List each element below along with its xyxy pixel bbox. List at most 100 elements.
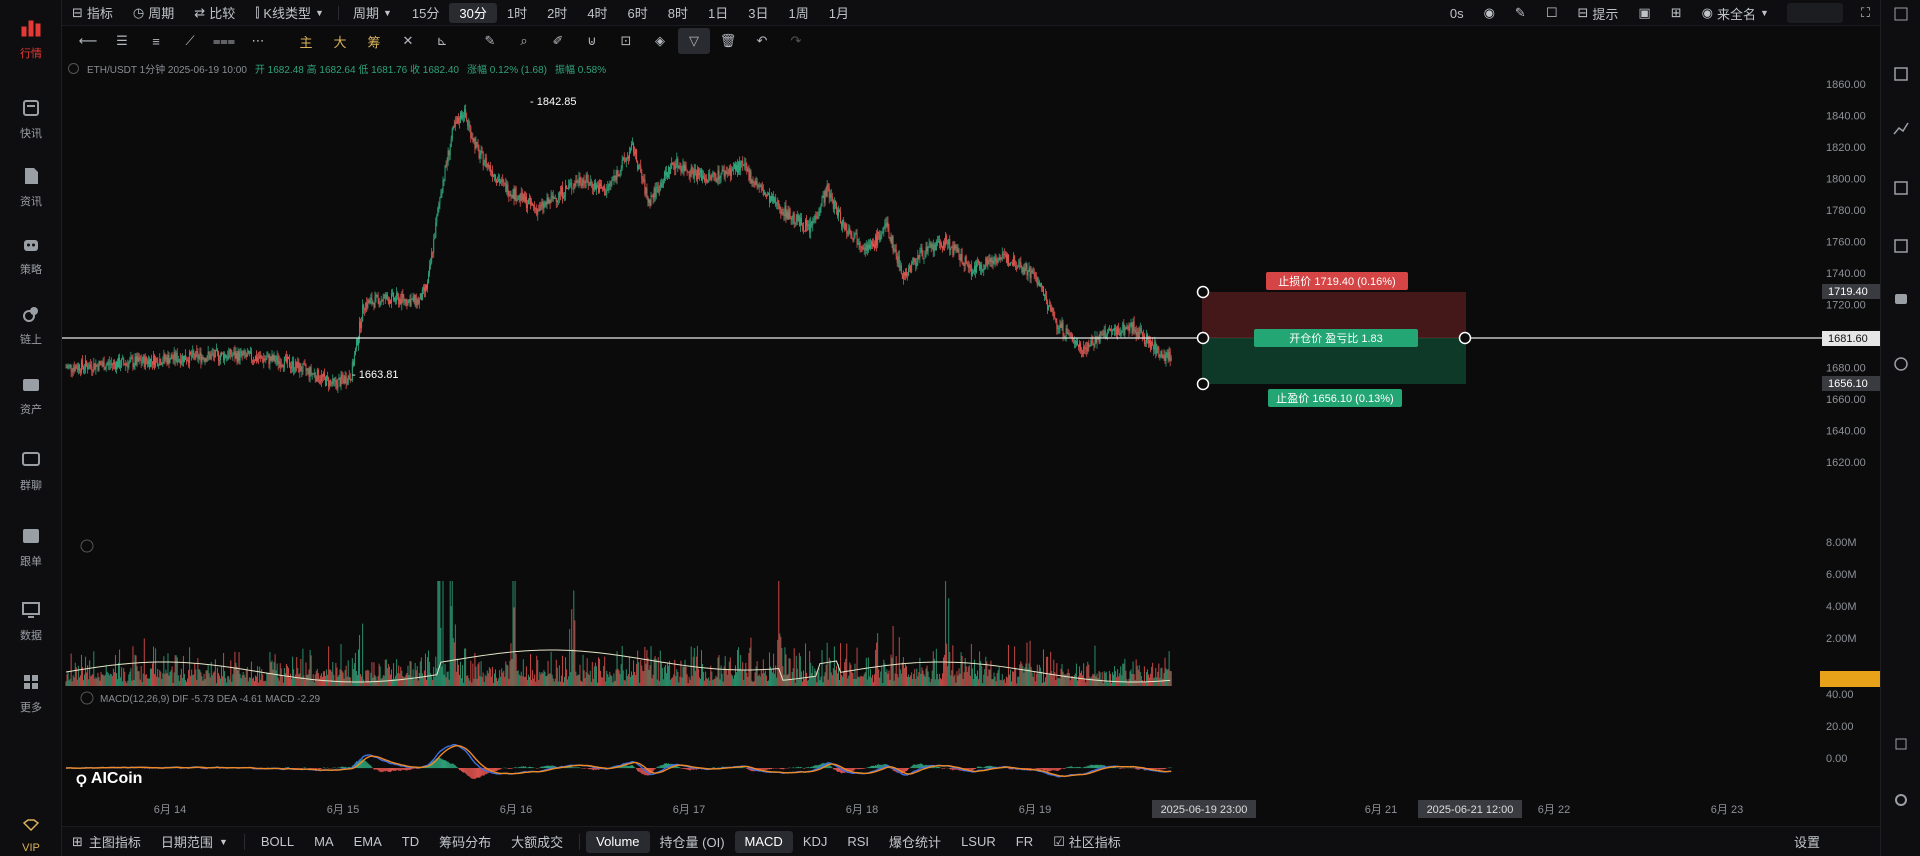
measure-icon[interactable]: ✕ bbox=[402, 33, 414, 48]
sub-lsur[interactable]: LSUR bbox=[961, 834, 996, 849]
topbar-indicator[interactable]: ⊟ 指标 bbox=[72, 4, 113, 22]
main-chart-button[interactable]: 主 bbox=[299, 34, 313, 50]
fullscreen-icon[interactable]: ⛶ bbox=[1860, 5, 1870, 20]
sub-kdj[interactable]: KDJ bbox=[802, 834, 828, 849]
indicator-boll[interactable]: BOLL bbox=[260, 834, 295, 849]
bottom-settings[interactable]: 设置 bbox=[1793, 835, 1820, 850]
topbar-kline-type[interactable]: ⫿ K线类型 ▼ bbox=[255, 4, 324, 22]
macd-settings-icon[interactable] bbox=[80, 691, 94, 705]
main-indicator-dropdown[interactable]: ⊞ 主图指标 bbox=[72, 833, 141, 851]
nav-item-copy[interactable]: 跟单 bbox=[0, 516, 62, 578]
settings-icon[interactable] bbox=[1889, 788, 1913, 812]
pen-icon[interactable]: ✎ bbox=[1514, 5, 1526, 20]
date-range-dropdown[interactable]: 日期范围 ▼ bbox=[160, 835, 228, 850]
indicator-big-trades[interactable]: 大额成交 bbox=[511, 835, 564, 850]
period-8h[interactable]: 8时 bbox=[667, 6, 689, 21]
volume-bar bbox=[817, 672, 819, 686]
period-4h[interactable]: 4时 bbox=[587, 6, 608, 21]
nav-item-chat[interactable]: 群聊 bbox=[0, 440, 62, 502]
camera-icon[interactable]: ◉ bbox=[1483, 5, 1495, 20]
volume-bar bbox=[752, 682, 754, 686]
chart-area[interactable]: ETH/USDT 1分钟 2025-06-19 10:00 开 1682.48 … bbox=[62, 56, 1880, 818]
volume-bar bbox=[354, 652, 356, 686]
trend-icon[interactable] bbox=[1889, 116, 1913, 140]
period-1h[interactable]: 1时 bbox=[506, 6, 528, 21]
list-icon[interactable] bbox=[1889, 176, 1913, 200]
ruler-icon[interactable]: ⊾ bbox=[436, 33, 448, 48]
volume-bar bbox=[1126, 679, 1128, 686]
brush-icon[interactable]: ✐ bbox=[552, 33, 564, 48]
topbar-compare[interactable]: ⇄ 比较 bbox=[194, 4, 236, 22]
big-order-button[interactable]: 大 bbox=[333, 34, 347, 50]
settings-icon[interactable] bbox=[68, 62, 79, 74]
width-handle[interactable] bbox=[1458, 331, 1472, 345]
lock-icon[interactable]: ⊡ bbox=[620, 33, 632, 48]
sub-volume[interactable]: Volume bbox=[586, 830, 650, 853]
image-icon[interactable]: ▣ bbox=[1638, 5, 1651, 20]
sub-liquidation[interactable]: 爆仓统计 bbox=[889, 835, 942, 850]
chips-button[interactable]: 筹 bbox=[367, 34, 381, 50]
trash-icon[interactable]: 🗑︎ bbox=[719, 33, 737, 48]
trendline-icon[interactable]: ⟋ bbox=[185, 33, 195, 48]
tool-icon[interactable] bbox=[1889, 732, 1913, 756]
fib-icon[interactable]: ⩶ bbox=[212, 33, 236, 48]
view-dropdown[interactable]: ◉ 来全名 ▼ bbox=[1701, 5, 1769, 22]
sub-rsi[interactable]: RSI bbox=[847, 834, 870, 849]
sub-macd[interactable]: MACD bbox=[734, 830, 793, 853]
nav-item-strategy[interactable]: 策略 bbox=[0, 224, 62, 286]
candle-body bbox=[1016, 267, 1018, 269]
bot-icon[interactable] bbox=[1889, 286, 1913, 310]
undo-icon[interactable]: ↶ bbox=[756, 33, 768, 48]
period-30m[interactable]: 30分 bbox=[449, 2, 497, 23]
period-6h[interactable]: 6时 bbox=[627, 6, 648, 21]
sub-oi[interactable]: 持仓量 (OI) bbox=[659, 835, 725, 850]
indicator-chips[interactable]: 筹码分布 bbox=[439, 835, 492, 850]
sub-fr[interactable]: FR bbox=[1015, 834, 1034, 849]
redo-icon[interactable]: ↷ bbox=[790, 33, 802, 48]
vip-button[interactable]: VIP bbox=[0, 812, 62, 856]
filter-icon[interactable]: ▽ bbox=[678, 28, 710, 54]
lines-icon[interactable]: ☰ bbox=[116, 33, 128, 48]
period-15m[interactable]: 15分 bbox=[411, 6, 440, 21]
candle-body bbox=[623, 157, 625, 161]
refresh-interval[interactable]: 0s bbox=[1449, 5, 1464, 21]
sub-community[interactable]: ☑ 社区指标 bbox=[1053, 833, 1121, 851]
dots-icon[interactable]: ⋯ bbox=[251, 33, 265, 48]
entry-handle[interactable] bbox=[1196, 331, 1210, 345]
orderbook-icon[interactable] bbox=[1889, 62, 1913, 86]
nav-item-data[interactable]: 数据 bbox=[0, 590, 62, 652]
channel-icon[interactable]: ≡ bbox=[152, 33, 160, 49]
indicator-ema[interactable]: EMA bbox=[353, 834, 382, 849]
period-2h[interactable]: 2时 bbox=[547, 6, 568, 21]
volume-settings-icon[interactable] bbox=[80, 539, 94, 553]
zoom-icon[interactable]: ⌕ bbox=[520, 33, 528, 48]
nav-item-info[interactable]: 资讯 bbox=[0, 156, 62, 218]
stop-handle[interactable] bbox=[1196, 285, 1210, 299]
alert-button[interactable]: ⊟ 提示 bbox=[1577, 5, 1619, 22]
period-1w[interactable]: 1周 bbox=[788, 6, 809, 21]
annotate-icon[interactable]: ✎ bbox=[484, 33, 496, 48]
topbar-period-dropdown[interactable]: 周期 ▼ bbox=[352, 6, 392, 21]
period-3d[interactable]: 3日 bbox=[748, 6, 769, 21]
nav-item-market[interactable]: 行情 bbox=[0, 8, 62, 70]
horizontal-line-icon[interactable]: ⟵ bbox=[78, 33, 98, 48]
volume-bar bbox=[1127, 681, 1129, 686]
nav-item-assets[interactable]: 资产 bbox=[0, 364, 62, 426]
panel-icon[interactable] bbox=[1889, 234, 1913, 258]
nav-item-more[interactable]: 更多 bbox=[0, 662, 62, 724]
period-1d[interactable]: 1日 bbox=[708, 6, 729, 21]
square-icon[interactable]: ☐ bbox=[1545, 5, 1558, 20]
target-handle[interactable] bbox=[1196, 377, 1210, 391]
nav-item-chain[interactable]: 链上 bbox=[0, 294, 62, 356]
topbar-period-setting[interactable]: ◷ 周期 bbox=[132, 4, 175, 22]
layout-icon[interactable]: ⊞ bbox=[1670, 5, 1682, 20]
magnet-icon[interactable]: ⊍ bbox=[587, 33, 597, 48]
globe-icon[interactable] bbox=[1889, 352, 1913, 376]
close-icon[interactable] bbox=[1889, 2, 1913, 26]
indicator-td[interactable]: TD bbox=[401, 834, 420, 849]
nav-item-flash[interactable]: 快讯 bbox=[0, 88, 62, 150]
indicator-ma[interactable]: MA bbox=[314, 834, 334, 849]
eye-icon[interactable]: ◈ bbox=[655, 33, 665, 48]
period-1mo[interactable]: 1月 bbox=[828, 6, 849, 21]
search-box[interactable] bbox=[1786, 3, 1843, 23]
